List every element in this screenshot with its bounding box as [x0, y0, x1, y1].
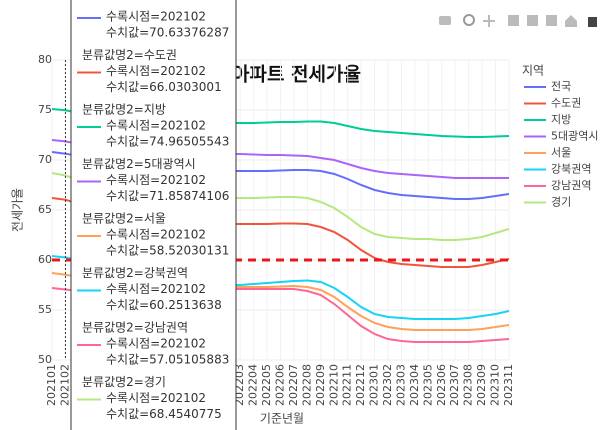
x-tick-label: 202304 — [408, 364, 421, 406]
x-tick-label: 202302 — [381, 364, 394, 406]
tooltip-line: 수록시점=202102 — [106, 228, 206, 242]
x-tick-label: 202311 — [502, 364, 515, 406]
zoom-icon[interactable] — [463, 14, 475, 26]
y-tick-label: 65 — [38, 203, 52, 216]
tooltip-line: 분류값명2=서울 — [82, 212, 166, 226]
x-tick-label: 202102 — [58, 364, 71, 406]
legend-label: 전국 — [551, 80, 571, 93]
legend-label: 경기 — [551, 196, 571, 209]
x-tick-label: 202101 — [45, 364, 58, 406]
camera-icon[interactable] — [439, 16, 451, 25]
y-tick-label: 75 — [38, 103, 52, 116]
tooltip-line: 수치값=66.0303001 — [106, 80, 222, 94]
y-axis-label: 전세가율 — [11, 188, 25, 232]
tooltip-line: 분류값명2=강북권역 — [82, 266, 188, 280]
tooltip-line: 분류값명2=수도권 — [82, 48, 177, 62]
zoom-out-icon[interactable] — [527, 15, 538, 26]
autoscale-icon[interactable] — [546, 15, 557, 26]
legend-label: 강남권역 — [551, 179, 591, 192]
tooltip-line: 수록시점=202102 — [106, 119, 206, 133]
x-tick-label: 202206 — [274, 364, 287, 406]
plotly-logo[interactable] — [588, 17, 597, 27]
reset-icon[interactable] — [565, 15, 577, 27]
legend-label: 지방 — [551, 113, 571, 126]
tooltip-line: 수록시점=202102 — [106, 282, 206, 296]
x-tick-label: 202303 — [394, 364, 407, 406]
y-tick-label: 80 — [38, 53, 52, 66]
hover-tooltip: 수록시점=202102수치값=70.63376287분류값명2=수도권수록시점=… — [70, 0, 237, 430]
y-tick-label: 70 — [38, 153, 52, 166]
x-tick-label: 202306 — [435, 364, 448, 406]
tooltip-line: 수치값=58.52030131 — [106, 244, 229, 258]
y-tick-label: 55 — [38, 303, 52, 316]
zoom-in-icon[interactable] — [508, 15, 519, 26]
tooltip-line: 분류값명2=경기 — [82, 375, 166, 389]
tooltip-line: 수치값=60.2513638 — [106, 298, 222, 312]
legend-label: 서울 — [551, 146, 571, 159]
tooltip-line: 수록시점=202102 — [106, 10, 206, 24]
x-tick-label: 202207 — [287, 364, 300, 406]
x-tick-label: 202307 — [448, 364, 461, 406]
x-tick-label: 202209 — [314, 364, 327, 406]
x-tick-label: 202305 — [421, 364, 434, 406]
y-tick-label: 60 — [38, 253, 52, 266]
legend-label: 수도권 — [551, 97, 581, 110]
x-tick-label: 202205 — [260, 364, 273, 406]
x-tick-label: 202309 — [475, 364, 488, 406]
x-tick-label: 202210 — [327, 364, 340, 406]
modebar[interactable] — [439, 14, 597, 27]
chart-title: 아파트 전세가율 — [232, 64, 361, 86]
x-tick-label: 202301 — [368, 364, 381, 406]
tooltip-line: 수록시점=202102 — [106, 337, 206, 351]
tooltip-line: 수치값=70.63376287 — [106, 26, 229, 40]
x-tick-label: 202208 — [300, 364, 313, 406]
pan-icon[interactable] — [483, 15, 495, 27]
legend-label: 5대광역시 — [551, 130, 598, 143]
x-tick-label: 202310 — [489, 364, 502, 406]
tooltip-line: 수치값=71.85874106 — [106, 189, 229, 203]
x-tick-label: 202308 — [462, 364, 475, 406]
tooltip-line: 분류값명2=강남권역 — [82, 321, 188, 335]
x-axis-label: 기준년월 — [260, 412, 304, 426]
tooltip-line: 분류값명2=5대광역시 — [82, 157, 196, 171]
y-tick-label: 50 — [38, 353, 52, 366]
tooltip-line: 수록시점=202102 — [106, 391, 206, 405]
tooltip-line: 수치값=74.96505543 — [106, 135, 229, 149]
legend-label: 강북권역 — [551, 163, 591, 176]
tooltip-line: 수록시점=202102 — [106, 173, 206, 187]
tooltip-line: 수치값=57.05105883 — [106, 353, 229, 367]
x-tick-label: 202211 — [341, 364, 354, 406]
tooltip-line: 수록시점=202102 — [106, 64, 206, 78]
legend-title: 지역 — [522, 64, 544, 78]
tooltip-line: 수치값=68.4540775 — [106, 407, 222, 421]
x-tick-label: 202204 — [247, 364, 260, 406]
x-tick-label: 202212 — [354, 364, 367, 406]
tooltip-line: 분류값명2=지방 — [82, 103, 166, 117]
